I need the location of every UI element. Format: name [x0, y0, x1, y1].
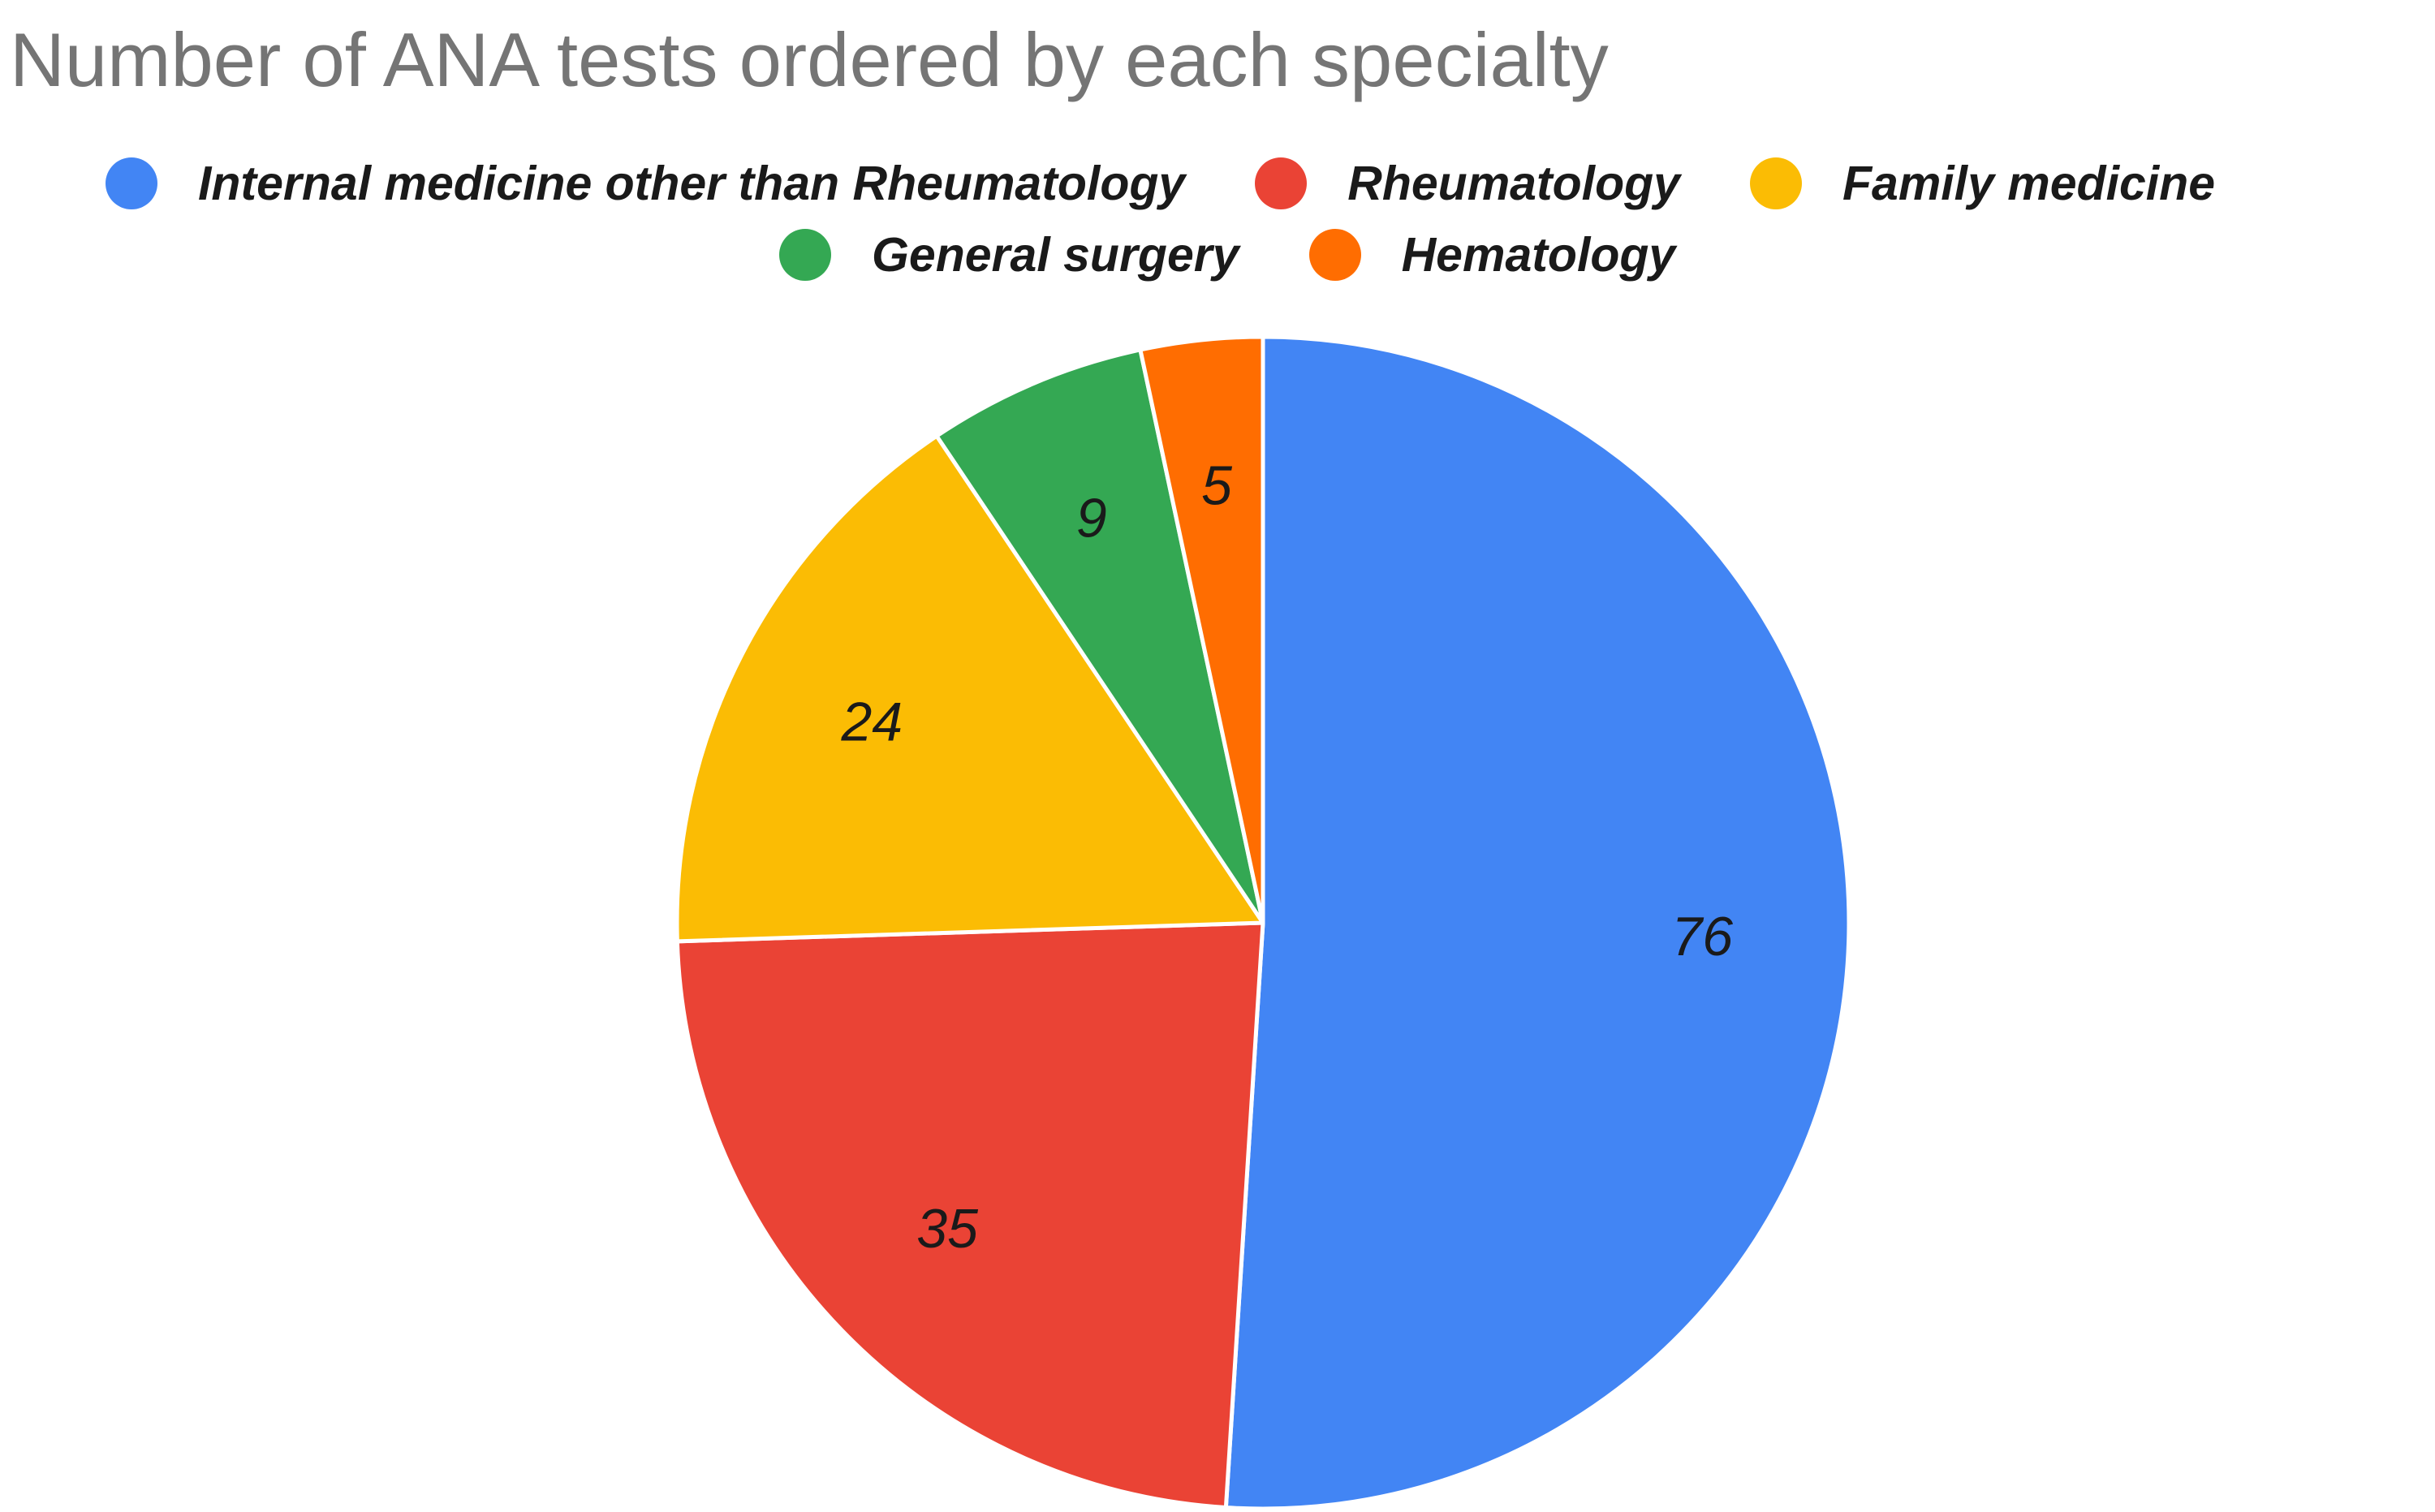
legend-item-internal-medicine[interactable]: Internal medicine other than Rheumatolog…	[106, 154, 1185, 213]
legend-row: Internal medicine other than Rheumatolog…	[106, 154, 2215, 213]
legend-item-hematology[interactable]: Hematology	[1308, 226, 1676, 284]
data-label-hematology: 5	[1201, 455, 1232, 517]
legend-item-general-surgery[interactable]: General surgery	[779, 226, 1239, 284]
pie-slice-internal-medicine-other-than-rheumatology[interactable]	[1223, 334, 1851, 1511]
legend-label-family-medicine: Family medicine	[1842, 157, 2216, 210]
legend-swatch-general-surgery	[779, 229, 831, 281]
data-label-general-surgery: 9	[1076, 487, 1107, 549]
pie-slices	[674, 334, 1851, 1511]
pie-slice-hematology[interactable]	[1138, 334, 1265, 925]
pie-labels: 76 35 24 9 5	[840, 455, 1733, 1260]
legend-label-hematology: Hematology	[1401, 228, 1676, 282]
legend-swatch-rheumatology	[1255, 157, 1308, 209]
legend-item-family-medicine[interactable]: Family medicine	[1749, 154, 2216, 213]
data-label-rheumatology: 35	[916, 1198, 978, 1260]
legend-swatch-internal-medicine	[106, 157, 157, 209]
legend-item-rheumatology[interactable]: Rheumatology	[1255, 154, 1680, 213]
legend-label-rheumatology: Rheumatology	[1347, 157, 1680, 210]
data-label-internal-medicine-other-than-rheumatology: 76	[1671, 906, 1733, 967]
pie-slice-general-surgery[interactable]	[934, 347, 1265, 925]
chart-title: Number of ANA tests ordered by each spec…	[10, 17, 1609, 102]
legend-label-general-surgery: General surgery	[872, 228, 1239, 282]
legend-row: General surgery Hematology	[779, 226, 1675, 284]
legend-swatch-hematology	[1308, 229, 1361, 281]
data-label-family-medicine: 24	[840, 691, 903, 753]
legend-label-internal-medicine: Internal medicine other than Rheumatolog…	[198, 157, 1186, 210]
pie-slice-family-medicine[interactable]	[674, 433, 1265, 944]
pie-slice-rheumatology[interactable]	[674, 920, 1265, 1510]
legend-swatch-family-medicine	[1749, 157, 1802, 209]
